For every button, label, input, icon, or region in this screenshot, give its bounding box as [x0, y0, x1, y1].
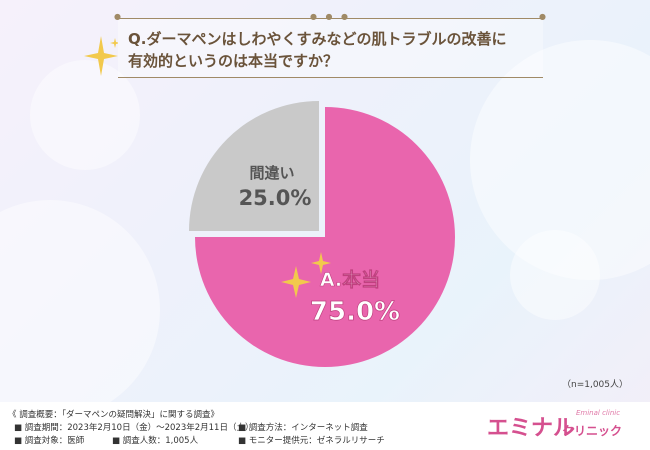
background-bubble [510, 230, 600, 320]
survey-title: 《 調査概要：「ダーマペンの疑問解決」に関する調査》 [8, 410, 219, 420]
slice-value-wrong: 25.0% [239, 186, 312, 210]
pie-chart: A.本当 75.0% 間違い 25.0% [189, 101, 455, 367]
survey-count: ■ 調査人数：1,005人 [112, 436, 199, 446]
clinic-logo-en: Eminal clinic [576, 409, 621, 417]
slice-label-true: A.本当 [320, 268, 380, 291]
footer [0, 402, 650, 450]
sparkle-icon [84, 36, 118, 76]
clinic-logo-sub: クリニック [562, 424, 623, 438]
clinic-logo: エミナル [487, 416, 576, 441]
frame-dots: ● ● ● [310, 12, 352, 21]
sample-size: （n=1,005人） [561, 380, 628, 390]
frame-dot: ● [539, 12, 549, 21]
question-line-1: Q.ダーマペンはしわやくすみなどの肌トラブルの改善に [128, 30, 507, 48]
question-box: ● ● ● ● ● Q.ダーマペンはしわやくすみなどの肌トラブルの改善に 有効的… [114, 12, 546, 78]
survey-method: ■ 調査方法：インターネット調査 [238, 423, 368, 433]
survey-target: ■ 調査対象：医師 [14, 436, 85, 446]
survey-provider: ■ モニター提供元：ゼネラルリサーチ [238, 436, 385, 446]
slice-value-true: 75.0% [310, 297, 400, 327]
slice-label-wrong: 間違い [249, 164, 294, 182]
question-text: Q.ダーマペンはしわやくすみなどの肌トラブルの改善に 有効的というのは本当ですか… [128, 28, 548, 72]
question-line-2: 有効的というのは本当ですか？ [128, 52, 339, 70]
frame-dot: ● [114, 12, 124, 21]
survey-period: ■ 調査期間：2023年2月10日（金）～2023年2月11日（土） [14, 423, 254, 433]
sparkle-icon [281, 266, 311, 298]
background-bubble [470, 40, 650, 280]
pie-slice-wrong [189, 101, 319, 231]
background-bubble [30, 60, 140, 170]
pie-slice-true [195, 107, 455, 367]
sparkle-icon [311, 252, 331, 274]
